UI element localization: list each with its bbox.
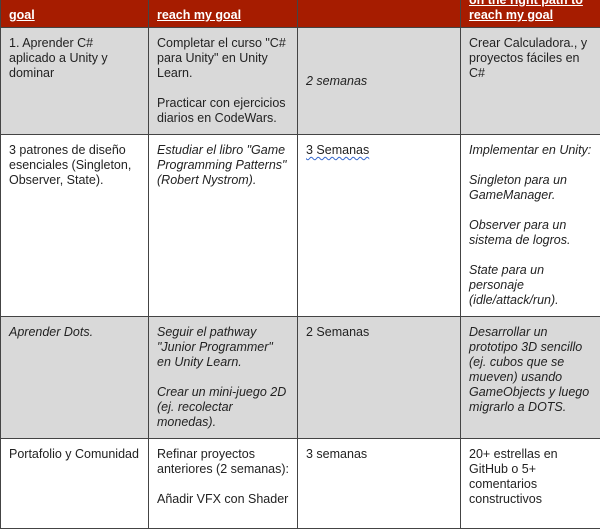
table-row: Portafolio y Comunidad Refinar proyectos…: [1, 439, 600, 529]
goal-text: 3 patrones de diseño esenciales (Singlet…: [9, 143, 140, 188]
header-goal: goal: [1, 0, 149, 28]
actions-cell: Refinar proyectos anteriores (2 semanas)…: [149, 439, 298, 529]
time-cell: 3 Semanas: [298, 135, 461, 317]
measure-cell: Desarrollar un prototipo 3D sencillo (ej…: [461, 317, 600, 439]
goal-cell: Portafolio y Comunidad: [1, 439, 149, 529]
time-cell: 2 semanas: [298, 28, 461, 135]
action-text: Refinar proyectos anteriores (2 semanas)…: [157, 447, 289, 477]
measure-cell: 20+ estrellas en GitHub o 5+ comentarios…: [461, 439, 600, 529]
table-header-row: goal reach my goal on the right path to …: [1, 0, 600, 28]
time-cell: 2 Semanas: [298, 317, 461, 439]
goal-cell: 3 patrones de diseño esenciales (Singlet…: [1, 135, 149, 317]
measure-text: Desarrollar un prototipo 3D sencillo (ej…: [469, 325, 593, 415]
goal-text: Aprender Dots.: [9, 325, 140, 340]
measure-text: Implementar en Unity:: [469, 143, 593, 158]
measure-text: State para un personaje (idle/attack/run…: [469, 263, 593, 308]
actions-cell: Seguir el pathway "Junior Programmer" en…: [149, 317, 298, 439]
actions-cell: Estudiar el libro "Game Programming Patt…: [149, 135, 298, 317]
measure-cell: Implementar en Unity: Singleton para un …: [461, 135, 600, 317]
time-cell: 3 semanas: [298, 439, 461, 529]
table-row: 1. Aprender C# aplicado a Unity y domina…: [1, 28, 600, 135]
action-text: Practicar con ejercicios diarios en Code…: [157, 96, 289, 126]
goal-text: Portafolio y Comunidad: [9, 447, 140, 462]
measure-text: Crear Calculadora., y proyectos fáciles …: [469, 36, 593, 81]
action-text: Crear un mini-juego 2D (ej. recolectar m…: [157, 385, 289, 430]
actions-cell: Completar el curso "C# para Unity" en Un…: [149, 28, 298, 135]
measure-cell: Crear Calculadora., y proyectos fáciles …: [461, 28, 600, 135]
header-measure: on the right path to reach my goal: [461, 0, 600, 28]
action-text: Seguir el pathway "Junior Programmer" en…: [157, 325, 289, 370]
goal-text: 1. Aprender C# aplicado a Unity y domina…: [9, 36, 140, 81]
table-row: 3 patrones de diseño esenciales (Singlet…: [1, 135, 600, 317]
action-text: Estudiar el libro "Game Programming Patt…: [157, 143, 289, 188]
table-row: Aprender Dots. Seguir el pathway "Junior…: [1, 317, 600, 439]
measure-text: 20+ estrellas en GitHub o 5+ comentarios…: [469, 447, 593, 507]
action-text: Añadir VFX con Shader: [157, 492, 289, 507]
action-text: Completar el curso "C# para Unity" en Un…: [157, 36, 289, 81]
goal-cell: Aprender Dots.: [1, 317, 149, 439]
measure-text: Observer para un sistema de logros.: [469, 218, 593, 248]
header-actions: reach my goal: [149, 0, 298, 28]
goal-cell: 1. Aprender C# aplicado a Unity y domina…: [1, 28, 149, 135]
header-time: [298, 0, 461, 28]
measure-text: Singleton para un GameManager.: [469, 173, 593, 203]
